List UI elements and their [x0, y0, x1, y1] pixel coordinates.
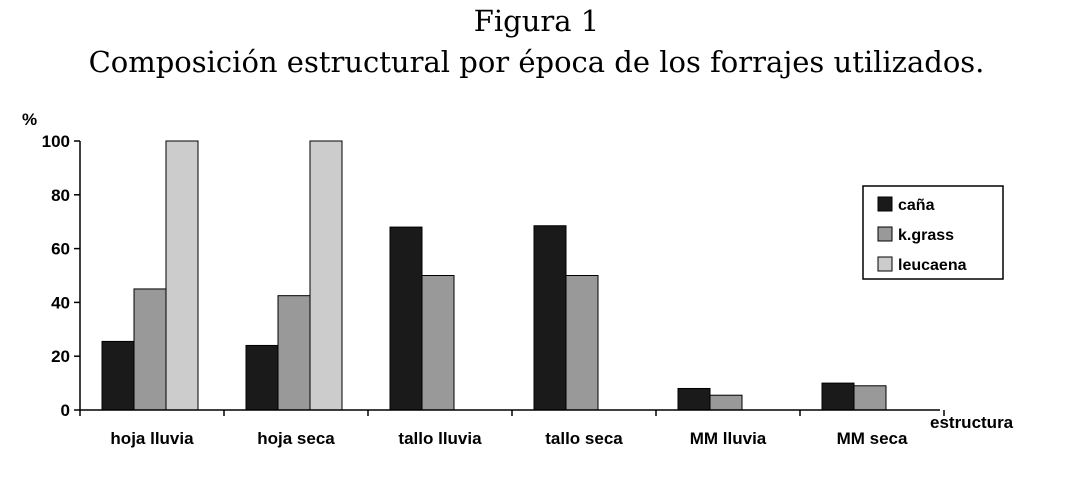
y-tick-label: 40 — [51, 293, 70, 312]
bar-kgrass-5 — [709, 394, 743, 411]
legend-swatch — [877, 256, 893, 272]
y-tick-label: 80 — [51, 186, 70, 205]
y-tick-label: 100 — [42, 132, 70, 151]
y-axis-label: % — [22, 110, 37, 129]
bar-caa-3 — [389, 226, 423, 411]
axes-group: hoja lluvia hoja seca tallo lluvia tallo se… — [42, 132, 945, 448]
y-tick-label: 20 — [51, 347, 70, 366]
chart-subtitle: Composición estructural por época de los… — [88, 45, 985, 79]
bar-caa-6 — [821, 382, 855, 411]
bar-kgrass-4 — [565, 275, 599, 411]
legend-swatch — [877, 196, 893, 212]
x-tick-label: hoja lluvia — [110, 429, 194, 448]
x-tick-label: MM lluvia — [690, 429, 767, 448]
x-tick-label: tallo lluvia — [398, 429, 482, 448]
bar-leucaena-1 — [165, 140, 199, 411]
bar-kgrass-6 — [853, 385, 887, 411]
x-tick-label: tallo seca — [545, 429, 623, 448]
bar-caa-5 — [677, 387, 711, 411]
bar-caa-4 — [533, 225, 567, 411]
bars-group — [101, 140, 887, 411]
x-tick-label: MM seca — [837, 429, 908, 448]
x-tick-label: hoja seca — [257, 429, 335, 448]
legend-swatch — [877, 226, 893, 242]
bar-kgrass-3 — [421, 275, 455, 411]
bar-kgrass-1 — [133, 288, 167, 411]
chart-title: Figura 1 — [473, 4, 600, 38]
legend-label: leucaena — [898, 257, 967, 274]
legend: caña k.grass leucaena — [862, 185, 1004, 280]
bar-caa-1 — [101, 340, 135, 411]
y-tick-label: 60 — [51, 240, 70, 259]
bar-caa-2 — [245, 344, 279, 411]
legend-label: caña — [898, 197, 935, 214]
bar-leucaena-2 — [309, 140, 343, 411]
legend-label: k.grass — [898, 227, 954, 244]
y-tick-label: 0 — [61, 401, 70, 420]
x-axis-label: estructura — [930, 413, 1014, 432]
bar-kgrass-2 — [277, 295, 311, 411]
